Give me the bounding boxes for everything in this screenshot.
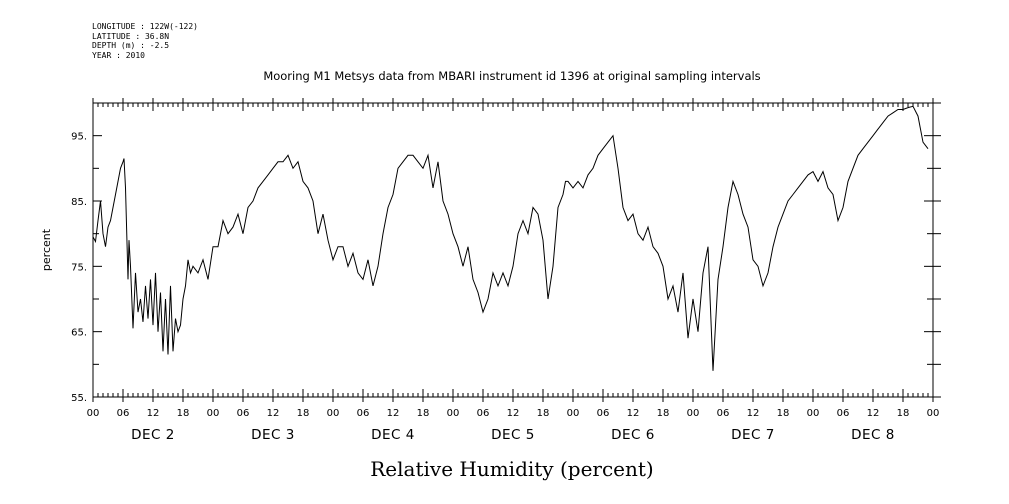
series-line bbox=[92, 105, 929, 371]
x-axis-label: Relative Humidity (percent) bbox=[370, 457, 653, 481]
x-day-label: DEC 8 bbox=[851, 427, 895, 443]
plot-frame bbox=[92, 102, 934, 398]
y-tick-label: 65. bbox=[71, 328, 87, 339]
x-day-label: DEC 4 bbox=[371, 427, 415, 443]
x-tick-label: 18 bbox=[177, 408, 190, 419]
depth-text: DEPTH (m) : -2.5 bbox=[92, 41, 170, 50]
x-tick-label: 18 bbox=[897, 408, 910, 419]
x-day-label: DEC 6 bbox=[611, 427, 655, 443]
year-text: YEAR : 2010 bbox=[92, 50, 145, 60]
x-axis: 00 06 12 18 00 06 12 18 00 06 12 18 00 06 12 18 00 06 12 18… bbox=[87, 98, 940, 443]
x-tick-label: 12 bbox=[627, 408, 640, 419]
x-tick-label: 18 bbox=[297, 408, 310, 419]
y-tick-label: 95. bbox=[71, 132, 87, 143]
x-tick-label: 06 bbox=[597, 408, 610, 419]
longitude-text: LONGITUDE : 122W(-122) bbox=[92, 22, 198, 31]
chart-title: Mooring M1 Metsys data from MBARI instru… bbox=[263, 69, 760, 83]
x-tick-label: 00 bbox=[807, 408, 820, 419]
x-tick-label: 06 bbox=[837, 408, 850, 419]
x-tick-label: 00 bbox=[87, 408, 100, 419]
x-tick-label: 12 bbox=[747, 408, 760, 419]
x-day-label: DEC 5 bbox=[491, 427, 535, 443]
x-day-label: DEC 2 bbox=[131, 427, 175, 443]
x-tick-label: 18 bbox=[777, 408, 790, 419]
x-tick-label: 06 bbox=[477, 408, 490, 419]
x-day-label: DEC 3 bbox=[251, 427, 295, 443]
x-tick-label: 00 bbox=[207, 408, 220, 419]
y-tick-label: 75. bbox=[71, 262, 87, 273]
x-tick-label: 12 bbox=[507, 408, 520, 419]
latitude-text: LATITUDE : 36.8N bbox=[92, 31, 170, 41]
x-day-label: DEC 7 bbox=[731, 427, 775, 443]
x-tick-label: 00 bbox=[687, 408, 700, 419]
y-tick-label: 55. bbox=[71, 393, 87, 404]
x-tick-label: 12 bbox=[387, 408, 400, 419]
x-tick-label: 00 bbox=[447, 408, 460, 419]
x-tick-label: 06 bbox=[717, 408, 730, 419]
x-tick-label: 12 bbox=[267, 408, 280, 419]
y-axis: 55. 65. 75. 85. 95. bbox=[71, 102, 941, 404]
x-tick-label: 06 bbox=[357, 408, 370, 419]
x-tick-label: 00 bbox=[927, 408, 940, 419]
y-tick-label: 85. bbox=[71, 197, 87, 208]
x-tick-label: 00 bbox=[327, 408, 340, 419]
x-tick-label: 00 bbox=[567, 408, 580, 419]
x-tick-label: 18 bbox=[657, 408, 670, 419]
x-tick-label: 18 bbox=[537, 408, 550, 419]
x-tick-label: 06 bbox=[237, 408, 250, 419]
y-axis-label: percent bbox=[40, 228, 53, 271]
x-tick-label: 18 bbox=[417, 408, 430, 419]
x-tick-label: 12 bbox=[867, 408, 880, 419]
x-tick-label: 06 bbox=[117, 408, 130, 419]
metadata-block: LONGITUDE : 122W(-122) LATITUDE : 36.8N … bbox=[92, 22, 198, 60]
x-tick-label: 12 bbox=[147, 408, 160, 419]
